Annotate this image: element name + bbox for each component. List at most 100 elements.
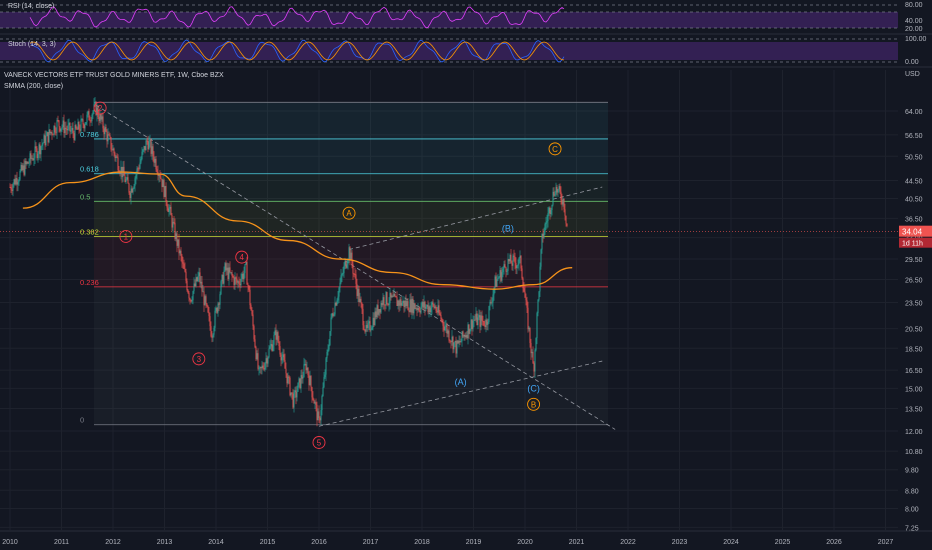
- candle-body: [318, 411, 320, 418]
- candle-body: [115, 156, 117, 159]
- candle-body: [216, 307, 218, 313]
- candle-body: [512, 255, 514, 266]
- candle-body: [71, 127, 73, 131]
- candle-body: [118, 170, 120, 173]
- candle-body: [146, 140, 148, 142]
- candle-body: [442, 320, 444, 326]
- candle-body: [501, 272, 503, 281]
- candle-body: [308, 375, 310, 386]
- candle-body: [355, 274, 357, 284]
- price-axis-label: 23.50: [905, 301, 923, 308]
- candle-body: [232, 275, 234, 278]
- candle-body: [275, 330, 277, 340]
- candle-body: [521, 268, 523, 279]
- candle-body: [475, 313, 477, 320]
- fib-zone: [94, 236, 608, 287]
- candle-body: [75, 125, 77, 129]
- candle-body: [454, 340, 456, 343]
- candle-body: [244, 264, 246, 273]
- candle-body: [179, 250, 181, 254]
- candle-body: [100, 113, 102, 120]
- candle-body: [231, 272, 233, 276]
- candle-body: [290, 392, 292, 396]
- candle-body: [48, 129, 50, 143]
- candle-body: [332, 313, 334, 316]
- candle-body: [387, 304, 389, 306]
- candle-body: [528, 327, 530, 330]
- candle-body: [366, 325, 368, 328]
- candle-body: [224, 263, 226, 271]
- stoch-label: Stoch (14, 3, 3): [8, 41, 56, 48]
- candle-body: [349, 247, 351, 260]
- candle-body: [130, 188, 132, 199]
- candle-body: [82, 119, 84, 125]
- candle-body: [317, 411, 319, 421]
- candle-body: [542, 233, 544, 238]
- candle-body: [340, 275, 342, 283]
- candle-body: [206, 303, 208, 307]
- candle-body: [246, 261, 248, 285]
- candle-body: [459, 340, 461, 343]
- candle-body: [498, 277, 500, 279]
- candle-body: [258, 368, 260, 370]
- price-axis-label: 13.50: [905, 406, 923, 413]
- candle-body: [483, 321, 485, 326]
- candle-body: [324, 374, 326, 378]
- candle-body: [161, 178, 163, 188]
- candle-body: [263, 368, 265, 370]
- time-axis-label: 2017: [363, 539, 379, 546]
- candle-body: [424, 301, 426, 309]
- candle-body: [560, 191, 562, 200]
- wave-label-circle: [342, 206, 356, 220]
- candle-body: [172, 221, 174, 228]
- candle-body: [36, 148, 38, 159]
- candle-body: [506, 271, 508, 272]
- candle-body: [106, 131, 108, 142]
- candle-body: [403, 300, 405, 308]
- candle-body: [457, 340, 459, 344]
- candle-body: [29, 153, 31, 163]
- candle-body: [240, 278, 242, 286]
- candle-body: [491, 302, 493, 304]
- candle-body: [464, 335, 466, 338]
- candle-body: [279, 346, 281, 355]
- candle-body: [499, 270, 501, 278]
- candle-body: [211, 336, 213, 338]
- candle-body: [147, 141, 149, 150]
- candle-body: [368, 321, 370, 324]
- candle-body: [237, 281, 239, 283]
- candle-body: [87, 111, 89, 115]
- candle-body: [525, 297, 527, 301]
- candle-body: [111, 149, 113, 151]
- candle-body: [347, 259, 349, 265]
- candle-body: [54, 125, 56, 133]
- candle-body: [328, 344, 330, 350]
- candle-body: [476, 313, 478, 326]
- candle-body: [248, 285, 250, 290]
- candle-body: [95, 102, 97, 115]
- candle-body: [247, 284, 249, 286]
- candle-body: [492, 294, 494, 303]
- candle-body: [112, 148, 114, 151]
- candle-body: [329, 331, 331, 345]
- wave-label: 3: [197, 355, 202, 364]
- panel-axis-label: 0.00: [905, 59, 919, 66]
- candle-body: [260, 367, 262, 369]
- candle-body: [192, 291, 194, 301]
- candle-body: [515, 262, 517, 269]
- candle-body: [53, 125, 55, 135]
- candle-body: [183, 263, 185, 269]
- candle-body: [517, 264, 519, 266]
- candle-body: [113, 148, 115, 154]
- candle-body: [535, 338, 537, 351]
- candle-body: [381, 303, 383, 306]
- candle-body: [67, 125, 69, 131]
- candle-body: [109, 135, 111, 138]
- candle-body: [544, 224, 546, 233]
- candle-body: [233, 277, 235, 285]
- candle-body: [12, 184, 14, 191]
- candle-body: [363, 325, 365, 330]
- candle-body: [494, 276, 496, 288]
- candle-body: [357, 288, 359, 296]
